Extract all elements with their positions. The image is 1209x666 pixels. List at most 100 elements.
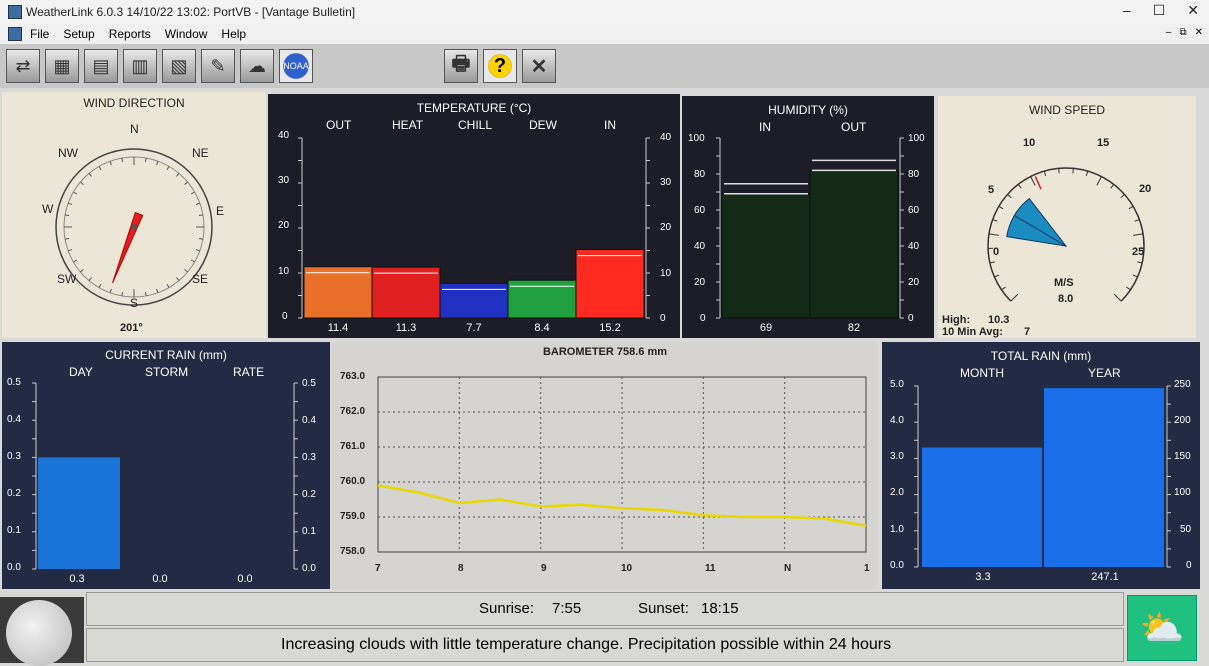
total-rain-bar-year [1044,388,1164,567]
total-rain-value-month: 3.3 [922,571,1044,583]
barometer-panel[interactable]: BAROMETER 758.6 mm 763.0 762.0 761.0 760… [332,342,878,589]
temp-tick-left: 40 [278,130,289,141]
compass-tick [176,173,179,176]
humidity-value-out: 82 [810,322,898,334]
wind-speed-unit: M/S [1054,277,1074,289]
temp-label-out: OUT [326,118,351,132]
humidity-chart [682,96,934,338]
temp-label-heat: HEAT [392,118,423,132]
compass-tick [110,289,111,293]
wind-speed-avg-label: 10 Min Avg: [942,326,1003,338]
mdi-close-button[interactable]: ✕ [1195,27,1203,38]
menu-window[interactable]: Window [165,27,208,41]
partly-cloudy-icon: ⛅ [1127,595,1197,661]
mdi-minimize-button[interactable]: – [1166,27,1172,38]
maps-tool-icon[interactable]: ☁ [240,49,274,83]
baro-xtick: 7 [375,563,381,574]
humidity-tick-right: 40 [908,241,919,252]
menu-help[interactable]: Help [221,27,246,41]
wind-direction-panel[interactable]: WIND DIRECTION N NE E SE S SW W NW 201° [2,92,266,338]
train-tick-left: 0.0 [890,560,904,571]
compass-e: E [216,204,224,218]
temp-tick-right: 20 [660,222,671,233]
notes-tool-icon[interactable]: ✎ [201,49,235,83]
compass-tick [73,192,76,194]
compass-tick [99,284,101,287]
wind-speed-panel[interactable]: WIND SPEED 0 5 10 15 20 25 M/S 8.0 High:… [938,96,1196,338]
compass-tick [176,278,179,281]
sunset-label: Sunset: [638,600,689,617]
wind-speed-tick [1044,171,1045,176]
wind-speed-tick [989,234,999,236]
maximize-button[interactable]: ☐ [1153,2,1166,19]
rain-label-day: DAY [69,365,93,379]
sunrise-value: 7:55 [552,600,581,617]
rain-bar-day [38,457,120,569]
compass-tick [65,238,69,239]
train-tick-right: 150 [1174,451,1191,462]
wind-speed-tick [1097,177,1102,186]
status-bar: Sunrise: 7:55 Sunset: 18:15 Increasing c… [0,592,1209,665]
rain-tick-left: 0.3 [7,451,21,462]
menu-reports[interactable]: Reports [109,27,151,41]
compass-tick [167,166,169,169]
wind-speed-tick [1126,287,1130,290]
total-rain-chart [882,342,1200,589]
summary-tool-icon[interactable]: ▧ [162,49,196,83]
menu-file[interactable]: File [30,27,49,41]
exit-button[interactable]: ✕ [522,49,556,83]
compass-tick [99,166,101,169]
toolbar: ⇄ ▦ ▤ ▥ ▧ ✎ ☁ NOAA 🖶 ? ✕ [0,44,1209,88]
temp-value-dew: 8.4 [508,322,576,334]
moon-phase-icon [0,597,84,663]
train-tick-right: 200 [1174,415,1191,426]
humidity-tick-left: 80 [694,169,705,180]
wind-speed-tick [1133,275,1138,277]
station-tool-icon[interactable]: ▦ [45,49,79,83]
menu-setup[interactable]: Setup [63,27,94,41]
total-rain-panel[interactable]: TOTAL RAIN (mm) MONTH YEAR 3.3 247.1 5.0… [882,342,1200,589]
wind-speed-tick [990,262,995,263]
print-button[interactable]: 🖶 [444,49,478,83]
temperature-panel[interactable]: TEMPERATURE (°C) OUT HEAT CHILL DEW IN 1… [268,94,680,338]
wind-speed-tick [1011,294,1018,301]
rain-tick-right: 0.2 [302,489,316,500]
temp-label-chill: CHILL [458,118,492,132]
temp-label-dew: DEW [529,118,557,132]
rain-tick-right: 0.4 [302,415,316,426]
rain-tick-right: 0.5 [302,378,316,389]
close-button[interactable]: ✕ [1187,2,1199,19]
baro-xtick: 8 [458,563,464,574]
humidity-tick-right: 0 [908,313,914,324]
humidity-tick-right: 80 [908,169,919,180]
train-tick-left: 5.0 [890,379,904,390]
train-tick-left: 1.0 [890,524,904,535]
train-tick-left: 4.0 [890,415,904,426]
graph-tool-icon[interactable]: ▥ [123,49,157,83]
wind-speed-value: 8.0 [1058,293,1073,305]
temp-tick-right: 10 [660,268,671,279]
minimize-button[interactable]: – [1123,2,1131,19]
humidity-value-in: 69 [722,322,810,334]
compass-n: N [130,122,139,136]
compass-tick [110,161,111,165]
compass-tick [65,215,69,216]
document-icon[interactable] [8,27,22,41]
help-button[interactable]: ? [483,49,517,83]
temp-bar-chill [440,283,508,318]
current-rain-panel[interactable]: CURRENT RAIN (mm) DAY STORM RATE 0.3 0.0… [2,342,330,589]
humidity-panel[interactable]: HUMIDITY (%) IN OUT 69 82 100 80 60 40 2… [682,96,934,338]
baro-xtick: 9 [541,563,547,574]
browse-tool-icon[interactable]: ▤ [84,49,118,83]
compass-tick [185,182,188,185]
rain-value-storm: 0.0 [120,573,200,585]
wind-speed-tick [1111,184,1114,188]
noaa-tool-icon[interactable]: NOAA [279,49,313,83]
temp-value-in: 15.2 [576,322,644,334]
mdi-restore-button[interactable]: ⧉ [1179,27,1186,38]
compass-w: W [42,202,53,216]
wind-speed-avg-value: 7 [1024,326,1030,338]
humidity-tick-left: 100 [688,133,705,144]
wind-speed-tick [1001,287,1005,290]
connect-tool-icon[interactable]: ⇄ [6,49,40,83]
